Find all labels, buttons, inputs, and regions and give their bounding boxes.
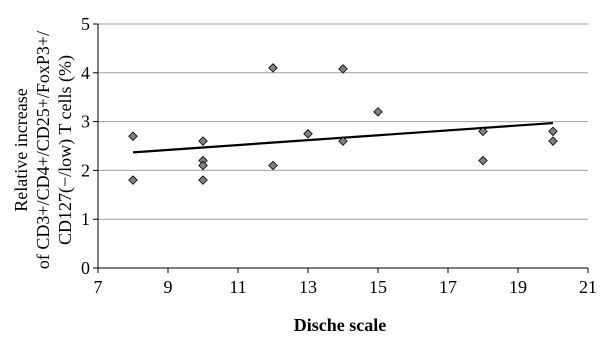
grid-lines (98, 23, 588, 220)
y-axis-title-line-2: of CD3+/CD4+/CD25+/FoxP3+/ (33, 31, 53, 269)
data-point (338, 136, 348, 146)
data-point (198, 136, 208, 146)
y-tick-label: 3 (81, 112, 90, 132)
data-point (198, 160, 208, 171)
data-points (128, 63, 558, 185)
axes (97, 24, 588, 269)
y-tick-label: 0 (81, 258, 90, 278)
x-tick-label: 7 (94, 277, 103, 297)
x-tick-label: 11 (229, 277, 246, 297)
data-point (478, 126, 488, 137)
data-point (373, 107, 383, 117)
data-point (128, 175, 138, 185)
y-tick-label: 4 (81, 63, 90, 83)
y-tick-labels: 0 1 2 3 4 5 (81, 14, 98, 278)
data-point (268, 160, 278, 171)
data-point (478, 155, 488, 166)
x-tick-label: 9 (164, 277, 173, 297)
y-tick-label: 5 (81, 14, 90, 34)
data-point (198, 175, 208, 185)
x-tick-label: 13 (299, 277, 317, 297)
x-tick-label: 21 (579, 277, 597, 297)
y-tick-label: 2 (81, 160, 90, 180)
y-tick-label: 1 (81, 209, 90, 229)
data-point (548, 126, 558, 137)
x-tick-labels: 7 9 11 13 15 17 19 21 (94, 268, 597, 297)
data-point (128, 131, 138, 142)
x-tick-label: 17 (439, 277, 457, 297)
data-point (268, 63, 278, 73)
y-axis-title: Relative increase of CD3+/CD4+/CD25+/Fox… (11, 31, 76, 269)
x-tick-label: 19 (509, 277, 527, 297)
y-axis-title-line-3: CD127(−/low) T cells (%) (55, 55, 76, 245)
data-point (338, 64, 348, 74)
data-point (548, 136, 558, 146)
y-axis-title-line-1: Relative increase (11, 88, 31, 211)
x-tick-label: 15 (369, 277, 387, 297)
data-point (303, 129, 313, 139)
x-axis-title: Dische scale (294, 315, 386, 335)
